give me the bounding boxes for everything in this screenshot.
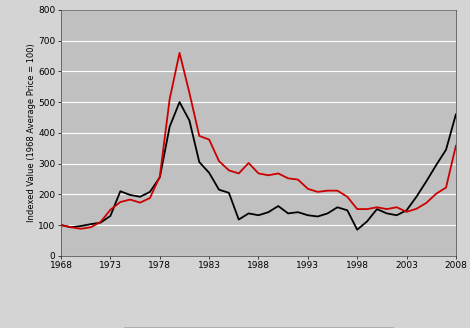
Inflation-Adjusted Gold [453, 144, 459, 148]
Inflation-Adjusted Gold [423, 201, 429, 205]
Inflation-Adjusted Oil [315, 215, 321, 218]
Inflation-Adjusted Gold [246, 161, 251, 165]
Inflation-Adjusted Gold [216, 159, 222, 163]
Inflation-Adjusted Gold [187, 91, 192, 95]
Inflation-Adjusted Gold [256, 172, 261, 175]
Inflation-Adjusted Oil [325, 212, 330, 215]
Inflation-Adjusted Gold [196, 134, 202, 138]
Inflation-Adjusted Oil [88, 222, 94, 226]
Inflation-Adjusted Gold [335, 189, 340, 193]
Inflation-Adjusted Oil [256, 213, 261, 217]
Inflation-Adjusted Oil [275, 204, 281, 208]
Inflation-Adjusted Oil [266, 210, 271, 214]
Inflation-Adjusted Oil [127, 193, 133, 197]
Inflation-Adjusted Gold [167, 97, 172, 101]
Inflation-Adjusted Gold [384, 207, 390, 211]
Inflation-Adjusted Gold [295, 177, 301, 181]
Inflation-Adjusted Oil [187, 118, 192, 122]
Inflation-Adjusted Gold [345, 195, 350, 199]
Inflation-Adjusted Oil [118, 189, 123, 193]
Line: Inflation-Adjusted Oil: Inflation-Adjusted Oil [61, 102, 456, 230]
Inflation-Adjusted Gold [68, 225, 74, 229]
Inflation-Adjusted Oil [177, 100, 182, 104]
Inflation-Adjusted Oil [196, 160, 202, 164]
Inflation-Adjusted Gold [414, 207, 419, 211]
Inflation-Adjusted Gold [236, 172, 242, 175]
Inflation-Adjusted Gold [364, 207, 370, 211]
Inflation-Adjusted Gold [394, 205, 399, 209]
Inflation-Adjusted Oil [414, 195, 419, 199]
Inflation-Adjusted Oil [433, 163, 439, 167]
Inflation-Adjusted Oil [58, 223, 64, 227]
Inflation-Adjusted Oil [443, 148, 449, 152]
Inflation-Adjusted Gold [354, 207, 360, 211]
Y-axis label: Indexed Value (1968 Average Price = 100): Indexed Value (1968 Average Price = 100) [26, 44, 36, 222]
Inflation-Adjusted Oil [167, 125, 172, 129]
Inflation-Adjusted Oil [236, 217, 242, 221]
Inflation-Adjusted Gold [177, 51, 182, 55]
Legend: Inflation-Adjusted Oil, Inflation-Adjusted Gold: Inflation-Adjusted Oil, Inflation-Adjust… [124, 327, 393, 328]
Inflation-Adjusted Oil [364, 219, 370, 223]
Inflation-Adjusted Oil [335, 205, 340, 209]
Line: Inflation-Adjusted Gold: Inflation-Adjusted Gold [61, 53, 456, 229]
Inflation-Adjusted Oil [157, 175, 163, 179]
Inflation-Adjusted Gold [118, 200, 123, 204]
Inflation-Adjusted Gold [98, 220, 103, 224]
Inflation-Adjusted Oil [453, 113, 459, 116]
Inflation-Adjusted Gold [404, 210, 409, 214]
Inflation-Adjusted Gold [206, 138, 212, 142]
Inflation-Adjusted Oil [345, 208, 350, 212]
Inflation-Adjusted Oil [78, 224, 84, 228]
Inflation-Adjusted Gold [433, 192, 439, 196]
Inflation-Adjusted Oil [206, 171, 212, 175]
Inflation-Adjusted Gold [285, 176, 291, 180]
Inflation-Adjusted Gold [275, 172, 281, 175]
Inflation-Adjusted Oil [226, 191, 232, 195]
Inflation-Adjusted Oil [246, 212, 251, 215]
Inflation-Adjusted Oil [137, 195, 143, 199]
Inflation-Adjusted Gold [315, 190, 321, 194]
Inflation-Adjusted Gold [78, 227, 84, 231]
Inflation-Adjusted Gold [58, 223, 64, 227]
Inflation-Adjusted Gold [325, 189, 330, 193]
Inflation-Adjusted Oil [354, 228, 360, 232]
Inflation-Adjusted Gold [305, 187, 311, 191]
Inflation-Adjusted Gold [157, 174, 163, 178]
Inflation-Adjusted Oil [305, 213, 311, 217]
Inflation-Adjusted Gold [266, 173, 271, 177]
Inflation-Adjusted Oil [384, 212, 390, 215]
Inflation-Adjusted Gold [137, 201, 143, 205]
Inflation-Adjusted Gold [108, 208, 113, 212]
Inflation-Adjusted Oil [147, 190, 153, 194]
Inflation-Adjusted Gold [147, 196, 153, 200]
Inflation-Adjusted Oil [404, 208, 409, 212]
Inflation-Adjusted Oil [423, 179, 429, 183]
Inflation-Adjusted Oil [285, 212, 291, 215]
Inflation-Adjusted Gold [374, 205, 380, 209]
Inflation-Adjusted Gold [443, 186, 449, 190]
Inflation-Adjusted Oil [374, 207, 380, 211]
Inflation-Adjusted Gold [226, 168, 232, 172]
Inflation-Adjusted Oil [295, 210, 301, 214]
Inflation-Adjusted Oil [394, 213, 399, 217]
Inflation-Adjusted Oil [68, 225, 74, 229]
Inflation-Adjusted Oil [108, 214, 113, 218]
Inflation-Adjusted Oil [98, 221, 103, 225]
Inflation-Adjusted Oil [216, 188, 222, 192]
Inflation-Adjusted Gold [88, 225, 94, 229]
Inflation-Adjusted Gold [127, 197, 133, 201]
